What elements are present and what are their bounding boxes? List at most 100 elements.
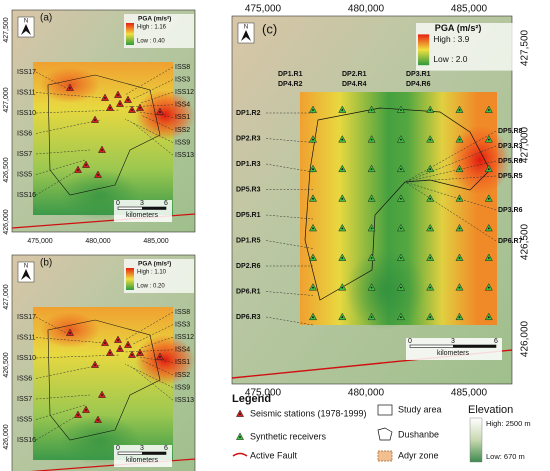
synthetic-receiver-dot [341, 197, 344, 200]
leader [132, 324, 174, 345]
scale-tick: 0 [408, 338, 412, 345]
panel-label: (c) [262, 21, 277, 36]
leader [35, 404, 86, 420]
legend-adyr-symbol [377, 450, 393, 462]
synthetic-receiver-dot [341, 138, 344, 141]
station-label: ISS1 [175, 114, 190, 121]
pga-low-zone [345, 250, 425, 330]
seismic-station-dot [85, 409, 87, 411]
x-tick-label: 475,000 [245, 4, 282, 15]
receiver-label: DP5.R6 [498, 158, 523, 165]
synthetic-receiver-dot [370, 168, 373, 171]
north-arrow [241, 30, 251, 41]
y-tick-label: 427,000 [520, 126, 531, 163]
synthetic-receiver-dot [487, 257, 490, 259]
scale-bg [406, 338, 502, 360]
pga-color-bar [126, 23, 134, 45]
leader [35, 354, 121, 359]
y-tick-label: 426,000 [3, 209, 10, 234]
synthetic-receiver-dot [341, 286, 344, 289]
synthetic-receiver-dot [312, 138, 314, 141]
seismic-station-dot [127, 344, 129, 346]
seismic-station-dot [159, 111, 161, 113]
leader [35, 414, 79, 441]
station-label: ISS4 [175, 102, 190, 109]
seismic-station-dot [104, 97, 106, 99]
receiver-label: DP4.R4 [342, 81, 367, 88]
synthetic-receiver-dot [341, 316, 344, 319]
receiver-label: DP1.R2 [236, 110, 261, 117]
legend-seismic: Seismic stations (1978-1999) [250, 408, 367, 418]
synthetic-receiver-dot [370, 257, 373, 259]
station-label: ISS3 [175, 321, 190, 328]
leader [35, 119, 101, 134]
pga-color-bar [126, 268, 134, 290]
x-tick-label: 485,000 [451, 388, 488, 399]
legend-study-symbol [377, 404, 393, 416]
pga-low: Low : 0.40 [137, 39, 165, 45]
seismic-station-dot [139, 107, 141, 109]
scale-tick: 0 [116, 200, 120, 207]
leader [124, 118, 174, 143]
leader [35, 92, 106, 99]
synthetic-receiver-dot [400, 286, 402, 289]
north-arrow [21, 269, 31, 280]
x-tick-label: 485,000 [143, 238, 168, 245]
pga-hot-zone [135, 90, 195, 140]
synthetic-receiver-dot [458, 109, 461, 111]
station-label: ISS10 [17, 110, 36, 117]
leader [404, 145, 497, 183]
x-tick-label: 485,000 [451, 4, 488, 15]
seismic-station-dot [159, 356, 161, 358]
synthetic-receiver-dot [458, 227, 461, 230]
north-label: N [24, 264, 28, 270]
synthetic-receiver-dot [429, 286, 432, 289]
station-label: ISS13 [175, 152, 194, 159]
station-label: ISS16 [17, 192, 36, 199]
station-label: ISS1 [175, 359, 190, 366]
synthetic-receiver-dot [341, 168, 344, 171]
station-label: ISS7 [17, 151, 32, 158]
y-tick-label: 427,500 [520, 29, 531, 66]
seismic-station-dot [97, 174, 99, 176]
panels: (a) N PGA (m/s²) High : 1.16 Low : 0.40 0 3 6 ki… [3, 4, 531, 471]
synthetic-receiver-dot [400, 257, 402, 259]
legend-synthetic: Synthetic receivers [250, 431, 327, 441]
study-area [47, 74, 161, 196]
legend-dushanbe: Dushanbe [398, 429, 439, 439]
synthetic-receiver-dot [429, 257, 432, 259]
y-tick-label: 426,500 [520, 223, 531, 260]
leader [404, 181, 497, 211]
elevation-high: High: 2500 m [486, 419, 531, 428]
scale-bar-fill [142, 207, 166, 210]
leader [35, 109, 121, 114]
synthetic-receiver-dot [429, 197, 432, 200]
synthetic-receiver-dot [458, 138, 461, 141]
synthetic-receiver-dot [341, 227, 344, 230]
synthetic-receiver-dot [487, 316, 490, 319]
legend-dushanbe-symbol [377, 427, 393, 441]
x-tick-label: 480,000 [348, 4, 385, 15]
synthetic-receiver-dot [458, 197, 461, 200]
synthetic-receiver-dot [370, 197, 373, 200]
synthetic-receiver-dot [400, 168, 402, 171]
synthetic-receiver-dot [341, 109, 344, 111]
leader [132, 367, 174, 401]
station-label: ISS11 [17, 334, 36, 341]
station-label: ISS10 [17, 355, 36, 362]
elevation-low: Low: 670 m [486, 452, 525, 461]
leader [265, 291, 314, 296]
synthetic-receiver-dot [370, 227, 373, 230]
seismic-station-dot [101, 394, 103, 396]
pga-high: High : 1.10 [137, 270, 167, 276]
leader [265, 138, 314, 143]
legend-study: Study area [398, 404, 442, 414]
seismic-station-dot [69, 332, 71, 334]
legend-title: Legend [232, 393, 271, 405]
x-tick-label: 475,000 [245, 388, 282, 399]
receiver-label: DP6.R7 [498, 238, 523, 245]
scale-tick: 3 [140, 445, 144, 452]
synthetic-receiver-dot [487, 197, 490, 200]
synthetic-receiver-dot [429, 168, 432, 171]
legend-adyr: Adyr zone [398, 450, 439, 460]
